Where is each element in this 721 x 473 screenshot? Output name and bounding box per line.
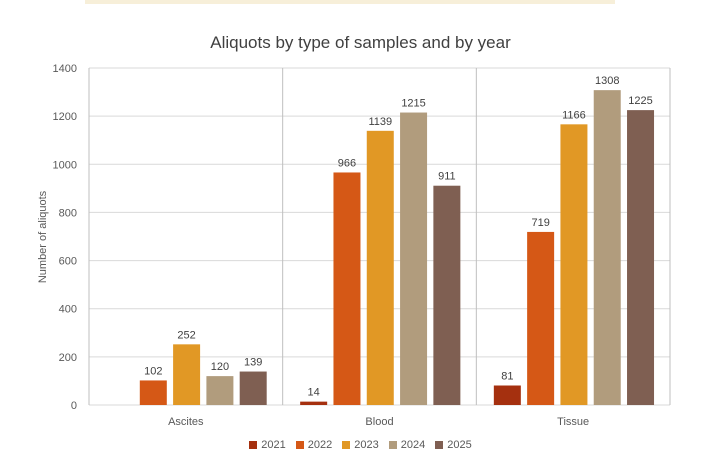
- data-label: 719: [531, 217, 549, 229]
- y-tick-label: 0: [71, 400, 77, 412]
- y-tick-label: 1400: [53, 63, 77, 75]
- x-tick-label: Ascites: [168, 416, 204, 428]
- legend-item: 2023: [342, 439, 379, 451]
- x-tick-label: Blood: [365, 416, 393, 428]
- bar-ascites-2024: [206, 376, 234, 405]
- data-label: 1215: [401, 98, 425, 110]
- legend-swatch: [388, 441, 397, 449]
- data-label: 1139: [368, 116, 392, 128]
- legend-label: 2024: [400, 439, 426, 451]
- legend-label: 2025: [447, 439, 472, 451]
- legend-swatch: [249, 441, 258, 449]
- legend-swatch: [342, 441, 351, 449]
- bar-blood-2021: [300, 401, 328, 405]
- data-label: 14: [308, 387, 320, 399]
- x-tick-label: Tissue: [557, 416, 589, 428]
- data-label: 911: [438, 171, 456, 183]
- bar-tissue-2021: [493, 385, 521, 405]
- bar-ascites-2022: [139, 380, 167, 405]
- legend-item: 2021: [249, 439, 286, 451]
- data-label: 1308: [595, 75, 619, 87]
- legend-swatch: [295, 441, 304, 449]
- data-label: 1225: [628, 95, 652, 107]
- legend-label: 2022: [307, 439, 333, 451]
- bar-blood-2025: [433, 185, 461, 405]
- bar-blood-2023: [366, 130, 394, 406]
- bar-blood-2022: [333, 172, 361, 405]
- data-label: 252: [177, 329, 195, 341]
- data-label: 120: [211, 361, 229, 373]
- legend-item: 2025: [435, 439, 472, 451]
- data-label: 1166: [562, 109, 586, 121]
- data-label: 102: [144, 365, 162, 377]
- legend-label: 2023: [354, 439, 379, 451]
- bar-tissue-2023: [560, 124, 588, 405]
- y-tick-label: 600: [59, 256, 77, 268]
- data-label: 139: [244, 357, 262, 369]
- bar-tissue-2025: [627, 110, 655, 405]
- data-label: 81: [501, 371, 513, 383]
- data-label: 966: [338, 157, 356, 169]
- faded-header-strip: [85, 0, 615, 4]
- y-tick-label: 400: [59, 304, 77, 316]
- legend: 2021 2022 2023 2024 2025: [0, 439, 721, 451]
- legend-label: 2021: [261, 439, 286, 451]
- bar-tissue-2024: [593, 90, 621, 405]
- bar-ascites-2023: [173, 344, 201, 405]
- y-tick-label: 200: [59, 352, 77, 364]
- y-axis-label: Number of aliquots: [37, 190, 49, 283]
- y-tick-label: 1000: [53, 159, 77, 171]
- legend-swatch: [435, 441, 444, 449]
- y-tick-label: 1200: [53, 111, 77, 123]
- chart-title: Aliquots by type of samples and by year: [210, 33, 511, 52]
- legend-item: 2022: [295, 439, 333, 451]
- bar-ascites-2025: [239, 371, 267, 405]
- legend-item: 2024: [388, 439, 426, 451]
- y-tick-label: 800: [59, 207, 77, 219]
- bar-tissue-2022: [527, 231, 555, 405]
- bar-blood-2024: [400, 112, 428, 406]
